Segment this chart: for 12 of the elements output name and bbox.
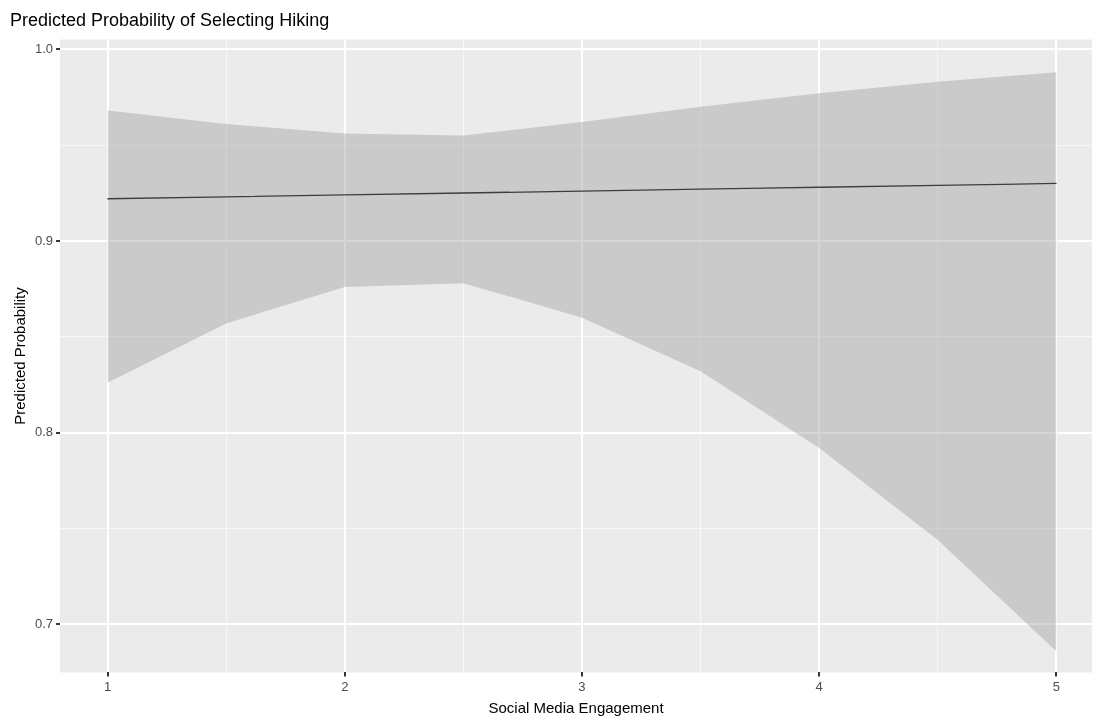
x-tick-label: 5 — [1052, 678, 1061, 694]
x-tick-label: 3 — [578, 678, 586, 694]
x-tick-label: 2 — [341, 678, 349, 694]
y-tick-label: 1.0 — [34, 40, 54, 56]
y-tick-label: 0.7 — [34, 616, 54, 632]
x-axis-title: Social Media Engagement — [488, 699, 665, 717]
chart-title: Predicted Probability of Selecting Hiking — [10, 9, 330, 30]
y-tick-label: 0.9 — [34, 232, 54, 248]
x-tick-label: 4 — [815, 678, 823, 694]
y-axis-title: Predicted Probability — [11, 286, 29, 425]
y-tick-label: 0.8 — [34, 424, 54, 440]
x-tick-label: 1 — [103, 678, 112, 694]
